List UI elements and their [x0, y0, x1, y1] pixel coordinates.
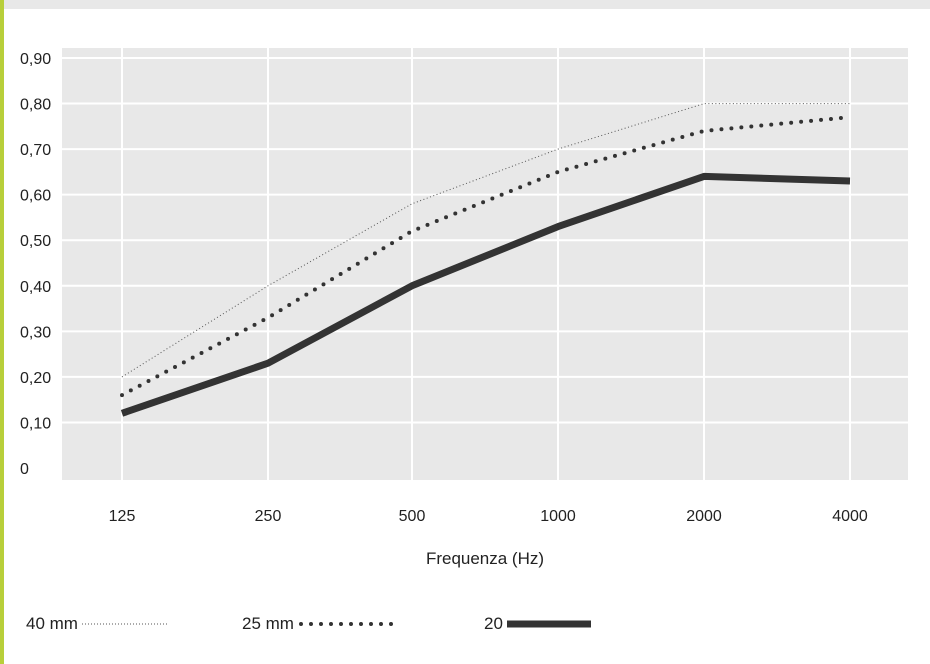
legend-item-25mm: 25 mm: [242, 612, 398, 636]
x-tick-label: 250: [255, 508, 282, 525]
x-tick-label: 1000: [540, 508, 576, 525]
y-tick-label: 0: [20, 461, 29, 478]
x-tick-label: 125: [109, 508, 136, 525]
legend-label-20: 20: [484, 614, 503, 633]
legend-swatch-25mm: [298, 622, 396, 626]
y-tick-label: 0,70: [20, 142, 51, 159]
y-tick-label: 0,40: [20, 279, 51, 296]
y-axis-ticks: 0 0,10 0,20 0,30 0,40 0,50 0,60 0,70 0,80 0,90: [20, 51, 51, 478]
y-tick-label: 0,20: [20, 370, 51, 387]
y-tick-label: 0,10: [20, 415, 51, 432]
series-lines: [120, 103, 852, 417]
y-tick-label: 0,30: [20, 324, 51, 341]
legend-swatch-20: [506, 620, 591, 628]
y-tick-label: 0,80: [20, 97, 51, 114]
x-tick-label: 500: [399, 508, 426, 525]
y-tick-label: 0,90: [20, 51, 51, 68]
x-axis-ticks: 125 250 500 1000 2000 4000: [109, 508, 868, 525]
x-tick-label: 2000: [686, 508, 722, 525]
vertical-gridlines: [121, 48, 851, 480]
horizontal-gridlines: [62, 57, 908, 424]
legend-swatch-40mm: [81, 623, 168, 625]
y-tick-label: 0,50: [20, 233, 51, 250]
legend-label-25mm: 25 mm: [242, 614, 294, 633]
x-tick-label: 4000: [832, 508, 868, 525]
line-chart: 0 0,10 0,20 0,30 0,40 0,50 0,60 0,70 0,80 0,90 12…: [20, 48, 908, 568]
legend-item-40mm: 40 mm: [26, 612, 168, 636]
legend-item-20: 20: [484, 612, 591, 636]
series-line-2: [120, 172, 851, 417]
y-tick-label: 0,60: [20, 188, 51, 205]
x-axis-label: Frequenza (Hz): [426, 549, 544, 568]
plot-background: [62, 48, 908, 480]
accent-rule: [0, 0, 4, 664]
legend-label-40mm: 40 mm: [26, 614, 78, 633]
header-band: [0, 0, 930, 9]
